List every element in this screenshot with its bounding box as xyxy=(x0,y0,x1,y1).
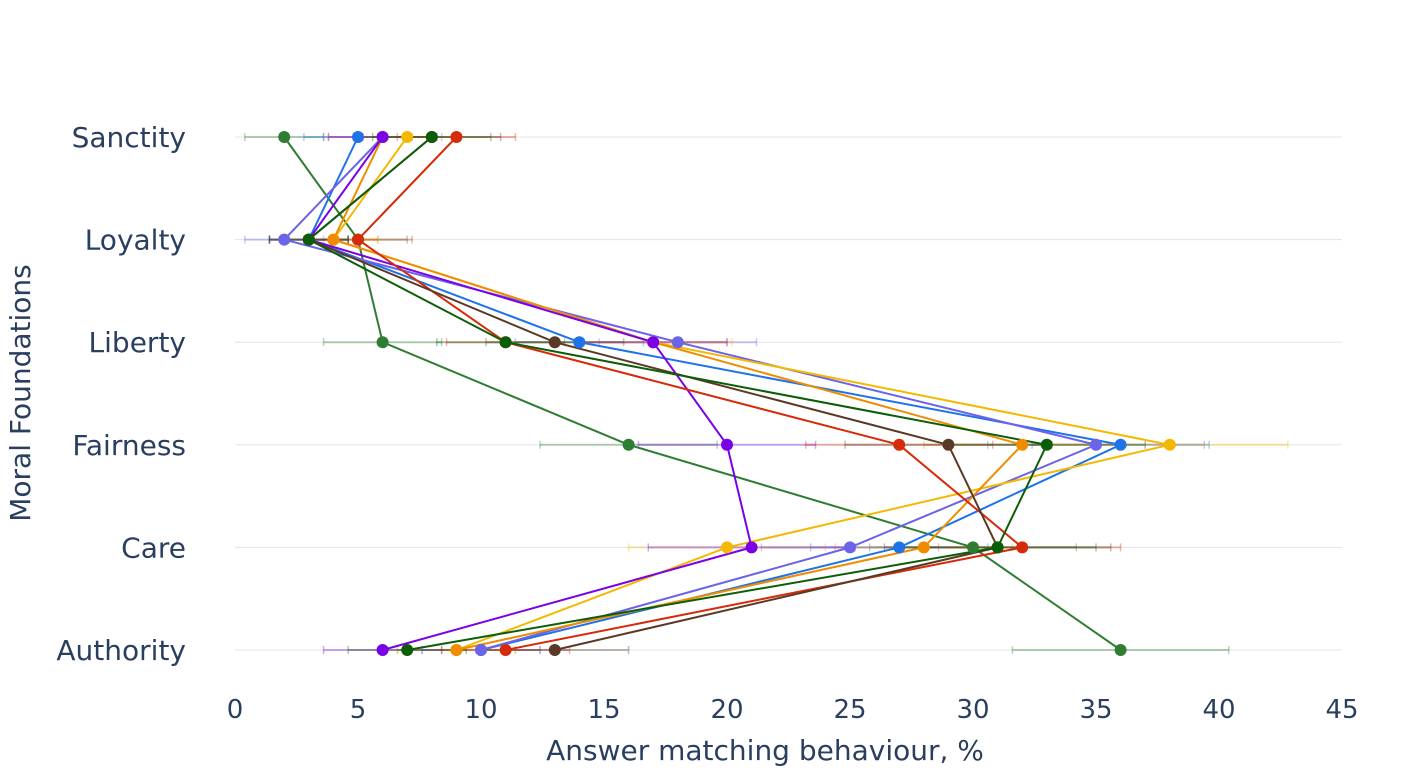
series-line xyxy=(282,136,1100,651)
series-line xyxy=(331,136,1171,651)
data-point[interactable] xyxy=(967,541,979,554)
y-tick-label: Fairness xyxy=(72,429,186,462)
data-point[interactable] xyxy=(942,438,955,451)
x-axis-ticks: 0 5 10 15 20 25 30 35 40 45 xyxy=(227,695,1359,725)
data-point[interactable] xyxy=(352,131,364,143)
x-axis-title: Answer matching behaviour, % xyxy=(546,734,984,767)
data-point[interactable] xyxy=(745,541,758,554)
data-point[interactable] xyxy=(622,438,635,451)
x-tick-label: 30 xyxy=(956,695,989,725)
data-point[interactable] xyxy=(475,644,487,656)
data-point[interactable] xyxy=(499,336,512,349)
data-point[interactable] xyxy=(376,644,389,656)
data-point[interactable] xyxy=(450,131,463,143)
data-point[interactable] xyxy=(450,644,463,656)
data-point[interactable] xyxy=(1114,644,1127,656)
data-point[interactable] xyxy=(376,131,389,143)
data-point[interactable] xyxy=(893,541,906,554)
x-tick-label: 15 xyxy=(587,695,620,725)
series-markers xyxy=(278,131,1176,656)
data-point[interactable] xyxy=(573,336,586,349)
data-point[interactable] xyxy=(548,644,561,656)
data-point[interactable] xyxy=(425,131,438,143)
data-point[interactable] xyxy=(671,336,684,349)
y-tick-label: Liberty xyxy=(89,326,186,359)
data-point[interactable] xyxy=(844,541,856,554)
data-point[interactable] xyxy=(721,438,733,451)
y-tick-label: Sanctity xyxy=(72,121,186,154)
data-point[interactable] xyxy=(499,644,512,656)
data-point[interactable] xyxy=(1040,438,1053,451)
series-line xyxy=(332,136,1025,651)
data-point[interactable] xyxy=(327,233,340,246)
y-tick-label: Authority xyxy=(56,634,186,667)
grid-layer xyxy=(235,136,1342,651)
x-tick-label: 20 xyxy=(710,695,743,725)
data-point[interactable] xyxy=(352,233,364,246)
data-point[interactable] xyxy=(302,233,315,246)
series-line xyxy=(307,136,753,651)
data-point[interactable] xyxy=(991,541,1004,554)
series-line xyxy=(307,136,1124,651)
data-point[interactable] xyxy=(1016,541,1029,554)
y-tick-label: Care xyxy=(121,531,186,564)
x-tick-label: 10 xyxy=(464,695,497,725)
data-point[interactable] xyxy=(376,336,389,349)
series-lines xyxy=(282,136,1171,651)
x-tick-label: 35 xyxy=(1079,695,1112,725)
data-point[interactable] xyxy=(1016,438,1029,451)
data-point[interactable] xyxy=(401,644,414,656)
data-point[interactable] xyxy=(893,438,906,451)
x-tick-label: 0 xyxy=(227,695,244,725)
x-tick-label: 5 xyxy=(350,695,367,725)
x-tick-label: 45 xyxy=(1325,695,1358,725)
series-line xyxy=(356,136,1025,651)
data-point[interactable] xyxy=(278,233,291,246)
data-point[interactable] xyxy=(1090,438,1102,451)
data-point[interactable] xyxy=(647,336,660,349)
data-point[interactable] xyxy=(278,131,291,143)
data-point[interactable] xyxy=(721,541,733,554)
data-point[interactable] xyxy=(1163,438,1176,451)
x-tick-label: 40 xyxy=(1202,695,1235,725)
data-point[interactable] xyxy=(401,131,414,143)
data-point[interactable] xyxy=(917,541,930,554)
errorbar-layer xyxy=(244,133,1289,654)
data-point[interactable] xyxy=(1114,438,1127,451)
y-axis-ticks: Sanctity Loyalty Liberty Fairness Care Author… xyxy=(56,121,186,667)
y-tick-label: Loyalty xyxy=(85,224,186,257)
x-tick-label: 25 xyxy=(833,695,866,725)
data-point[interactable] xyxy=(548,336,561,349)
y-axis-title: Moral Foundations xyxy=(4,264,37,522)
series-line xyxy=(307,136,1049,651)
